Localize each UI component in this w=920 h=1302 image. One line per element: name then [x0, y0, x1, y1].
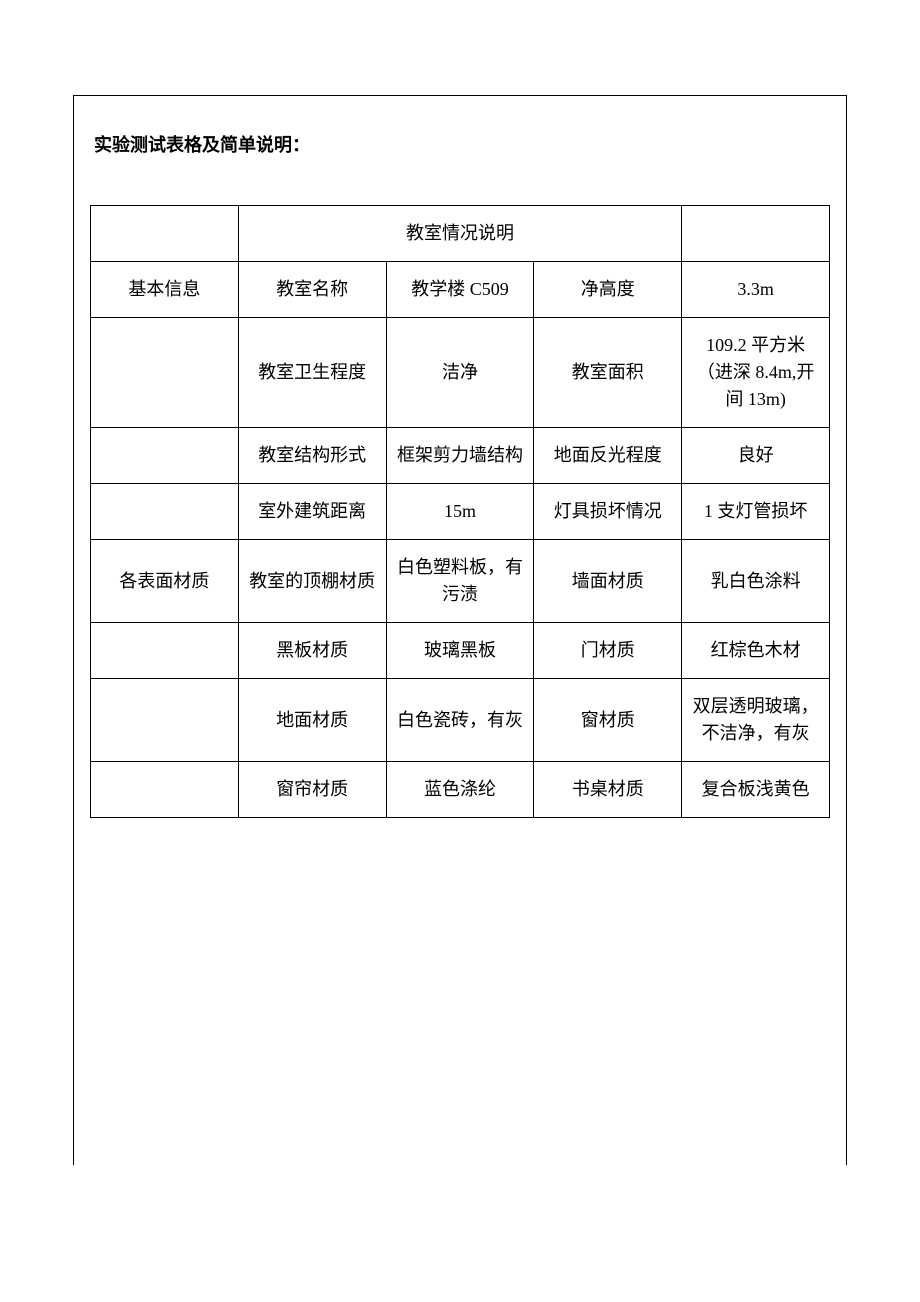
cell: 各表面材质 [91, 540, 239, 623]
cell [91, 484, 239, 540]
cell: 玻璃黑板 [386, 623, 534, 679]
cell: 3.3m [682, 262, 830, 318]
cell: 室外建筑距离 [238, 484, 386, 540]
cell: 洁净 [386, 318, 534, 428]
cell: 书桌材质 [534, 762, 682, 818]
cell: 灯具损坏情况 [534, 484, 682, 540]
table-row: 基本信息 教室名称 教学楼 C509 净高度 3.3m [91, 262, 830, 318]
cell: 乳白色涂料 [682, 540, 830, 623]
cell: 109.2 平方米（进深 8.4m,开间 13m) [682, 318, 830, 428]
cell: 窗材质 [534, 679, 682, 762]
cell: 教室名称 [238, 262, 386, 318]
cell: 墙面材质 [534, 540, 682, 623]
cell [91, 623, 239, 679]
cell: 良好 [682, 428, 830, 484]
table-row: 各表面材质 教室的顶棚材质 白色塑料板，有污渍 墙面材质 乳白色涂料 [91, 540, 830, 623]
cell: 地面反光程度 [534, 428, 682, 484]
title-cell-empty-left [91, 206, 239, 262]
table-row: 地面材质 白色瓷砖，有灰 窗材质 双层透明玻璃，不洁净，有灰 [91, 679, 830, 762]
cell [91, 762, 239, 818]
cell: 基本信息 [91, 262, 239, 318]
cell: 门材质 [534, 623, 682, 679]
cell: 教室卫生程度 [238, 318, 386, 428]
cell: 框架剪力墙结构 [386, 428, 534, 484]
table-row: 教室结构形式 框架剪力墙结构 地面反光程度 良好 [91, 428, 830, 484]
table-title-row: 教室情况说明 [91, 206, 830, 262]
cell: 净高度 [534, 262, 682, 318]
section-heading: 实验测试表格及简单说明： [94, 131, 830, 157]
cell [91, 428, 239, 484]
cell: 教室面积 [534, 318, 682, 428]
cell [91, 318, 239, 428]
cell: 窗帘材质 [238, 762, 386, 818]
table-row: 室外建筑距离 15m 灯具损坏情况 1 支灯管损坏 [91, 484, 830, 540]
title-cell-main: 教室情况说明 [238, 206, 681, 262]
document-frame: 实验测试表格及简单说明： 教室情况说明 基本信息 教室名称 教学楼 C509 净… [73, 95, 847, 1165]
cell: 红棕色木材 [682, 623, 830, 679]
table-row: 教室卫生程度 洁净 教室面积 109.2 平方米（进深 8.4m,开间 13m) [91, 318, 830, 428]
cell: 白色塑料板，有污渍 [386, 540, 534, 623]
cell: 黑板材质 [238, 623, 386, 679]
title-cell-empty-right [682, 206, 830, 262]
table-row: 窗帘材质 蓝色涤纶 书桌材质 复合板浅黄色 [91, 762, 830, 818]
cell: 教室结构形式 [238, 428, 386, 484]
cell: 复合板浅黄色 [682, 762, 830, 818]
classroom-info-table: 教室情况说明 基本信息 教室名称 教学楼 C509 净高度 3.3m 教室卫生程… [90, 205, 830, 818]
cell: 蓝色涤纶 [386, 762, 534, 818]
cell: 双层透明玻璃，不洁净，有灰 [682, 679, 830, 762]
cell: 地面材质 [238, 679, 386, 762]
cell: 教学楼 C509 [386, 262, 534, 318]
cell: 白色瓷砖，有灰 [386, 679, 534, 762]
cell: 1 支灯管损坏 [682, 484, 830, 540]
cell: 教室的顶棚材质 [238, 540, 386, 623]
cell: 15m [386, 484, 534, 540]
table-row: 黑板材质 玻璃黑板 门材质 红棕色木材 [91, 623, 830, 679]
cell [91, 679, 239, 762]
